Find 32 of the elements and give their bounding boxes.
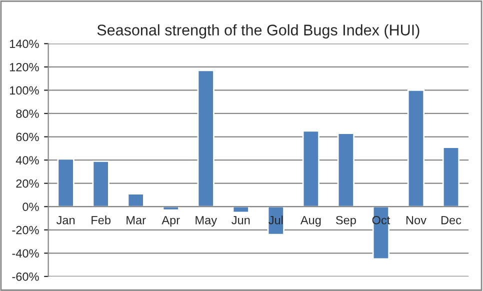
bar bbox=[372, 206, 390, 260]
y-tick-label: 80% bbox=[16, 110, 39, 118]
bar bbox=[407, 90, 425, 208]
bar bbox=[127, 193, 144, 208]
y-tick-label: 20% bbox=[16, 179, 39, 188]
y-tick-label: 100% bbox=[10, 86, 39, 95]
y-tick-label: -60% bbox=[12, 272, 39, 281]
x-tick-label: Jun bbox=[232, 216, 250, 224]
x-tick-label: Sep bbox=[336, 216, 356, 227]
chart-title: Seasonal strength of the Gold Bugs Index (HUI) bbox=[97, 24, 420, 38]
x-tick-label: Aug bbox=[300, 216, 321, 227]
y-tick-label: 40% bbox=[16, 156, 39, 164]
x-tick-label: Mar bbox=[126, 216, 146, 224]
bar bbox=[92, 160, 110, 208]
y-tick-label: 120% bbox=[10, 62, 39, 72]
bar bbox=[442, 146, 460, 208]
bar bbox=[302, 130, 320, 208]
x-tick-label: Jul bbox=[268, 216, 283, 224]
x-tick-label: Dec bbox=[441, 216, 462, 224]
x-tick-label: Apr bbox=[162, 216, 180, 227]
y-tick-label: 0% bbox=[22, 202, 39, 212]
y-tick-label: -20% bbox=[12, 226, 39, 234]
x-tick-label: Nov bbox=[406, 216, 426, 224]
y-tick-label: -40% bbox=[12, 249, 39, 258]
y-tick-label: 140% bbox=[10, 40, 39, 48]
x-tick-label: May bbox=[196, 216, 218, 227]
x-tick-label: Feb bbox=[92, 216, 111, 224]
bar bbox=[337, 132, 355, 208]
x-tick-label: Jan bbox=[56, 216, 75, 224]
y-tick-label: 60% bbox=[16, 132, 39, 142]
bar bbox=[197, 70, 214, 208]
bar bbox=[57, 158, 74, 208]
